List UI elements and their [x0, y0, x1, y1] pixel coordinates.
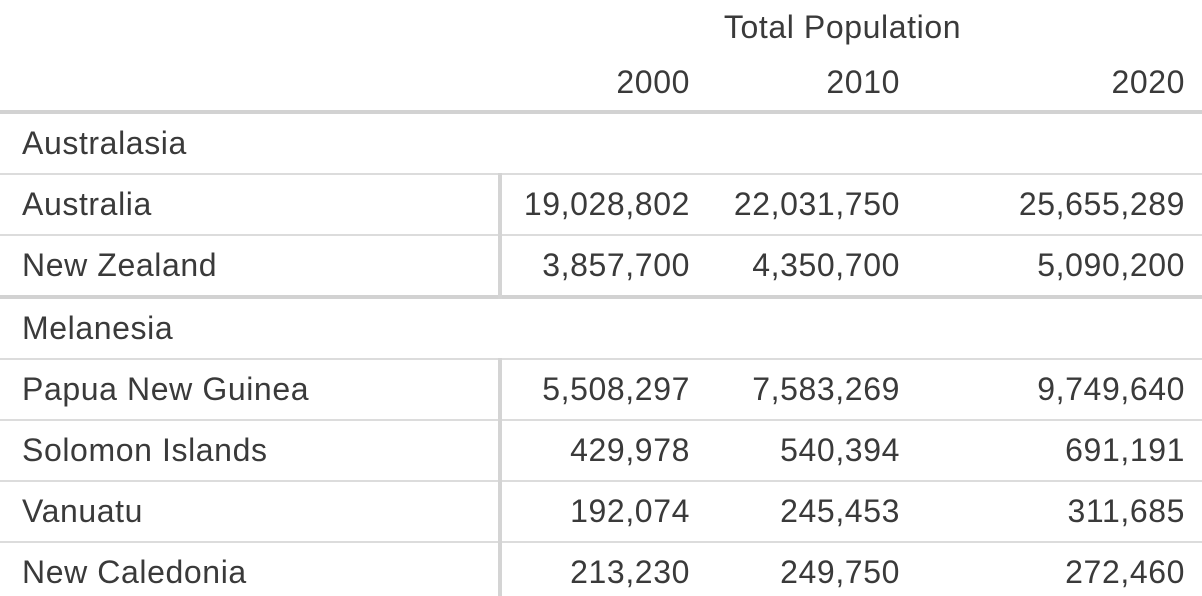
table-row: Solomon Islands 429,978 540,394 691,191 [0, 419, 1202, 481]
population-value-cell: 19,028,802 [500, 173, 690, 235]
table-row: Vanuatu 192,074 245,453 311,685 [0, 480, 1202, 542]
country-name-cell: Vanuatu [0, 480, 502, 542]
group-header-cell: Melanesia [0, 295, 1202, 359]
table-row: New Zealand 3,857,700 4,350,700 5,090,200 [0, 234, 1202, 297]
table-row: New Caledonia 213,230 249,750 272,460 [0, 541, 1202, 596]
population-value-cell: 192,074 [500, 480, 690, 542]
title-row: Total Population [0, 0, 1202, 55]
group-header-cell: Australasia [0, 110, 1202, 174]
year-header-2010: 2010 [826, 64, 900, 100]
country-name-cell: Solomon Islands [0, 419, 502, 481]
header-spacer [0, 55, 500, 112]
population-value-cell: 22,031,750 [690, 173, 900, 235]
table-header: Total Population 2000 2010 2020 [0, 0, 1202, 112]
population-value-cell: 540,394 [690, 419, 900, 481]
population-value-cell: 5,508,297 [500, 358, 690, 420]
population-value-cell: 9,749,640 [900, 358, 1202, 420]
country-name-cell: New Zealand [0, 234, 502, 297]
population-value-cell: 311,685 [900, 480, 1202, 542]
country-name-cell: Australia [0, 173, 502, 235]
table-row: Papua New Guinea 5,508,297 7,583,269 9,749,… [0, 358, 1202, 420]
group-row: Melanesia [0, 295, 1202, 359]
population-value-cell: 4,350,700 [690, 234, 900, 297]
population-value-cell: 5,090,200 [900, 234, 1202, 297]
year-header-row: 2000 2010 2020 [0, 55, 1202, 112]
country-name-cell: Papua New Guinea [0, 358, 502, 420]
table-body: Australasia Australia 19,028,802 22,031,750… [0, 110, 1202, 596]
population-value-cell: 272,460 [900, 541, 1202, 596]
table-row: Australia 19,028,802 22,031,750 25,655,289 [0, 173, 1202, 235]
population-value-cell: 3,857,700 [500, 234, 690, 297]
header-spacer [0, 0, 500, 55]
table-title: Total Population [723, 9, 962, 45]
population-value-cell: 249,750 [690, 541, 900, 596]
country-name-cell: New Caledonia [0, 541, 502, 596]
population-value-cell: 691,191 [900, 419, 1202, 481]
year-header-2000: 2000 [616, 64, 690, 100]
population-value-cell: 25,655,289 [900, 173, 1202, 235]
population-value-cell: 7,583,269 [690, 358, 900, 420]
group-row: Australasia [0, 110, 1202, 174]
population-value-cell: 213,230 [500, 541, 690, 596]
year-header-2020: 2020 [1111, 64, 1186, 100]
population-value-cell: 429,978 [500, 419, 690, 481]
population-value-cell: 245,453 [690, 480, 900, 542]
